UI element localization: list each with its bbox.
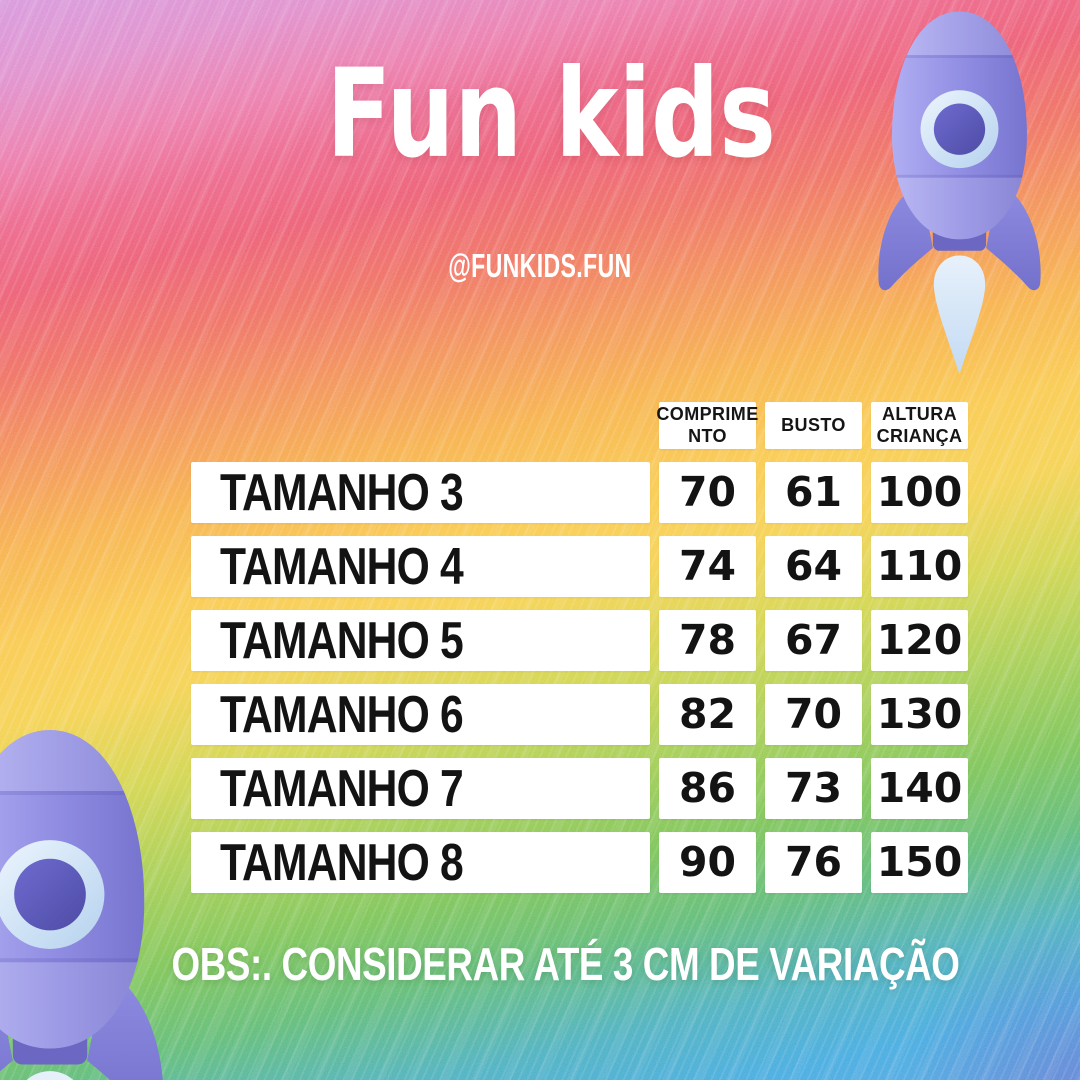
value-comprimento: 82 — [659, 684, 756, 745]
size-row-label: TAMANHO 7 — [191, 758, 650, 819]
header-spacer — [191, 402, 650, 449]
value-busto: 64 — [765, 536, 862, 597]
size-row-label: TAMANHO 5 — [191, 610, 650, 671]
size-row-label: TAMANHO 8 — [191, 832, 650, 893]
size-row-label: TAMANHO 6 — [191, 684, 650, 745]
value-altura: 130 — [871, 684, 968, 745]
size-row-label: TAMANHO 3 — [191, 462, 650, 523]
value-busto: 61 — [765, 462, 862, 523]
value-comprimento: 70 — [659, 462, 756, 523]
brand-handle: @FUNKIDS.FUN — [0, 249, 1080, 282]
size-row-label-text: TAMANHO 5 — [220, 611, 464, 670]
size-row-label-text: TAMANHO 6 — [220, 685, 464, 744]
variation-note: OBS:. CONSIDERAR ATÉ 3 CM DE VARIAÇÃO — [52, 941, 1080, 987]
size-row-label: TAMANHO 4 — [191, 536, 650, 597]
value-comprimento: 86 — [659, 758, 756, 819]
value-busto: 73 — [765, 758, 862, 819]
column-header-busto: BUSTO — [765, 402, 862, 449]
size-table: COMPRIME NTO BUSTO ALTURA CRIANÇA TAMANH… — [191, 402, 968, 893]
column-header-comprimento: COMPRIME NTO — [656, 402, 758, 449]
size-row-label-text: TAMANHO 7 — [220, 759, 464, 818]
rocket-icon — [0, 714, 196, 1080]
value-altura: 100 — [871, 462, 968, 523]
value-altura: 140 — [871, 758, 968, 819]
value-comprimento: 74 — [659, 536, 756, 597]
size-row-label-text: TAMANHO 3 — [220, 463, 464, 522]
value-altura: 150 — [871, 832, 968, 893]
brand-title-text: Fun kids — [326, 43, 776, 185]
value-busto: 76 — [765, 832, 862, 893]
brand-title: Fun kids — [0, 53, 1080, 175]
value-busto: 67 — [765, 610, 862, 671]
value-busto: 70 — [765, 684, 862, 745]
value-altura: 120 — [871, 610, 968, 671]
size-row-label-text: TAMANHO 8 — [220, 833, 464, 892]
column-header-altura-crianca: ALTURA CRIANÇA — [871, 402, 968, 449]
brand-handle-text: @FUNKIDS.FUN — [448, 247, 632, 284]
variation-note-text: OBS:. CONSIDERAR ATÉ 3 CM DE VARIAÇÃO — [171, 938, 961, 990]
size-row-label-text: TAMANHO 4 — [220, 537, 464, 596]
value-altura: 110 — [871, 536, 968, 597]
value-comprimento: 90 — [659, 832, 756, 893]
value-comprimento: 78 — [659, 610, 756, 671]
